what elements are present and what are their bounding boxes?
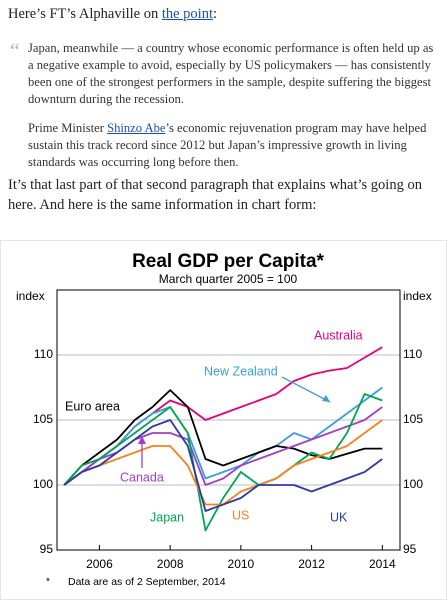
quote-paragraph: Japan, meanwhile — a country whose econo… (28, 41, 434, 106)
y2-tick-label: 110 (403, 347, 422, 361)
x-tick-label: 2006 (86, 557, 113, 571)
series-label: Australia (314, 328, 363, 342)
arrow (281, 376, 331, 403)
quote-text: ’s economic rejuvenation program may hav… (28, 121, 427, 169)
x-tick-label: 2012 (298, 557, 325, 571)
link[interactable]: the point (161, 6, 213, 22)
y2-tick-label: 100 (403, 477, 423, 491)
series-label: Canada (120, 470, 164, 484)
series-label: US (232, 508, 249, 522)
intro-text: Here’s FT’s Alphaville on (8, 6, 162, 22)
intro-text: : (213, 6, 218, 22)
series-label: New Zealand (204, 364, 278, 378)
y2-axis-label: index (403, 289, 432, 303)
series-label: UK (330, 510, 348, 524)
link[interactable]: Shinzo Abe (107, 121, 166, 135)
series-label: Euro area (65, 399, 120, 413)
intro: Here’s FT’s Alphaville on the point: (8, 4, 438, 24)
series-label: Japan (150, 510, 184, 524)
series-line (63, 393, 383, 532)
y-tick-label: 95 (40, 542, 54, 556)
quote-paragraph: Prime Minister Shinzo Abe’s economic rej… (28, 120, 440, 171)
blockquote: Japan, meanwhile — a country whose econo… (28, 40, 440, 183)
quote-mark: “ (10, 38, 20, 63)
y-tick-label: 105 (33, 412, 53, 426)
y2-tick-label: 105 (403, 412, 423, 426)
y-tick-label: 100 (33, 477, 53, 491)
body-paragraph: It’s that last part of that second parag… (8, 177, 422, 213)
plot-border (56, 289, 401, 551)
y-axis-label: index (16, 289, 45, 303)
chart: Real GDP per Capita* March quarter 2005 … (0, 240, 447, 600)
y2-tick-label: 95 (403, 542, 417, 556)
x-tick-label: 2014 (369, 557, 396, 571)
x-tick-label: 2010 (228, 557, 255, 571)
chart-subtitle: March quarter 2005 = 100 (159, 272, 298, 286)
footnote: Data are as of 2 September, 2014 (68, 576, 226, 588)
footnote-mark: * (46, 577, 50, 588)
y-tick-label: 110 (34, 347, 53, 361)
arrow-head (138, 436, 146, 444)
x-tick-label: 2008 (157, 557, 184, 571)
quote-text: Prime Minister (28, 121, 108, 135)
arrow-head (322, 395, 330, 402)
series-line (63, 419, 383, 512)
chart-title: Real GDP per Capita* (132, 251, 324, 272)
